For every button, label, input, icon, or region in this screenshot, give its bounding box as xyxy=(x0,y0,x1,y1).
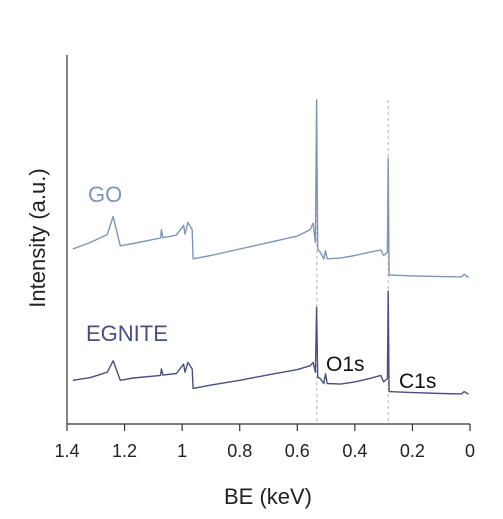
series-line-go xyxy=(72,99,470,279)
x-tick-label: 1.2 xyxy=(112,441,137,461)
series-label-go: GO xyxy=(88,182,122,207)
x-ticks: 1.4 1.2 1 0.8 0.6 0.4 0.2 0 xyxy=(54,424,475,461)
peak-label-c1s: C1s xyxy=(399,370,436,393)
axes xyxy=(66,55,470,425)
x-tick-label: 0.2 xyxy=(400,441,425,461)
chart-labels: GO EGNITE O1s C1s BE (keV) Intensity (a.… xyxy=(25,168,436,509)
x-tick-label: 0.4 xyxy=(342,441,367,461)
series-line-egnite xyxy=(72,290,469,395)
x-axis-title: BE (keV) xyxy=(224,484,312,509)
peak-label-o1s: O1s xyxy=(326,353,365,376)
x-tick-label: 1 xyxy=(177,441,187,461)
series-label-egnite: EGNITE xyxy=(86,321,168,346)
series-layer xyxy=(72,99,470,395)
x-tick-label: 0.8 xyxy=(227,441,252,461)
x-tick-label: 1.4 xyxy=(54,441,79,461)
y-axis-title: Intensity (a.u.) xyxy=(25,168,50,307)
x-tick-label: 0 xyxy=(465,441,475,461)
x-tick-label: 0.6 xyxy=(285,441,310,461)
